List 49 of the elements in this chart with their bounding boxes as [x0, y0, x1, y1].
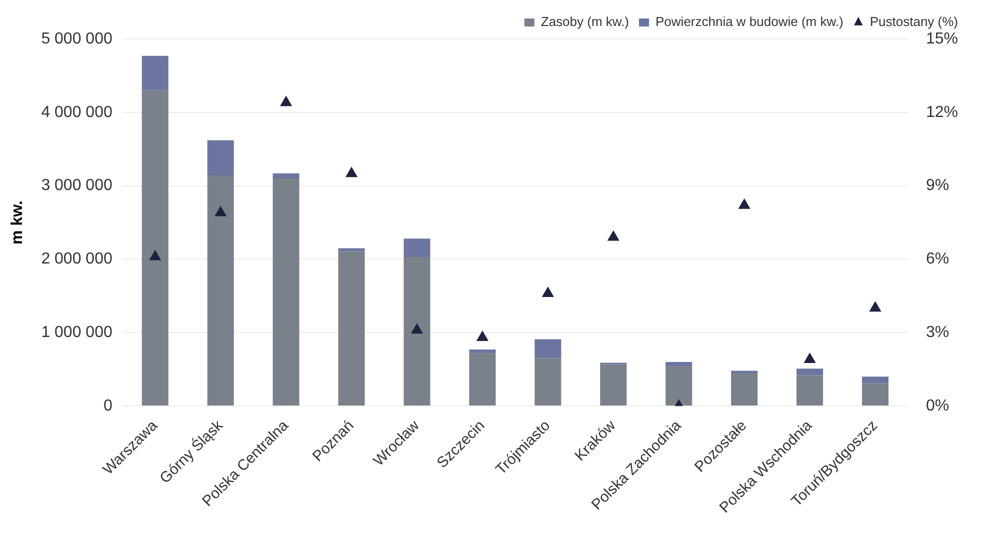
bar: [338, 251, 365, 406]
y-tick-label: 2 000 000: [41, 250, 112, 268]
legend-label: Powierzchnia w budowie (m kw.): [656, 14, 844, 30]
y-tick-label: 0: [103, 397, 112, 414]
point: [738, 198, 750, 209]
bar: [666, 362, 692, 366]
point: [542, 286, 554, 297]
bar: [862, 376, 888, 384]
bar: [338, 248, 365, 252]
bar: [796, 368, 824, 376]
bar: [862, 383, 888, 406]
point: [870, 302, 881, 312]
point: [346, 167, 358, 178]
point: [804, 353, 816, 364]
bar: [272, 173, 300, 178]
bar: [534, 358, 562, 406]
y2-tick-label: 15%: [926, 30, 958, 48]
y-tick-label: 5 000 000: [41, 30, 112, 48]
bar: [207, 176, 234, 406]
bar: [469, 353, 496, 406]
y2-tick-label: 0%: [926, 397, 950, 414]
bar: [142, 90, 168, 406]
bar: [404, 238, 430, 258]
y-tick-label: 1 000 000: [41, 324, 112, 342]
bar: [796, 375, 824, 406]
y2-tick-label: 6%: [926, 250, 950, 268]
point: [149, 250, 161, 260]
bar: [272, 178, 300, 406]
legend-label: Pustostany (%): [870, 14, 958, 30]
bar: [404, 257, 430, 406]
bar: [142, 56, 168, 90]
y2-tick-label: 12%: [926, 104, 958, 121]
point: [411, 324, 423, 334]
bar: [469, 350, 496, 354]
legend-label: Zasoby (m kw.): [540, 14, 630, 30]
y2-tick-label: 3%: [926, 324, 950, 342]
point: [476, 331, 488, 342]
bar: [666, 366, 692, 406]
y-tick-label: 4 000 000: [41, 104, 112, 121]
point: [280, 96, 292, 106]
y-tick-label: 3 000 000: [41, 177, 112, 194]
y-axis-title: m kw.: [9, 200, 26, 244]
y2-tick-label: 9%: [926, 177, 950, 194]
point: [214, 206, 226, 216]
bar: [731, 372, 758, 406]
point: [608, 230, 620, 241]
bar: [534, 339, 562, 358]
bar: [207, 140, 234, 176]
bar: [600, 364, 627, 406]
